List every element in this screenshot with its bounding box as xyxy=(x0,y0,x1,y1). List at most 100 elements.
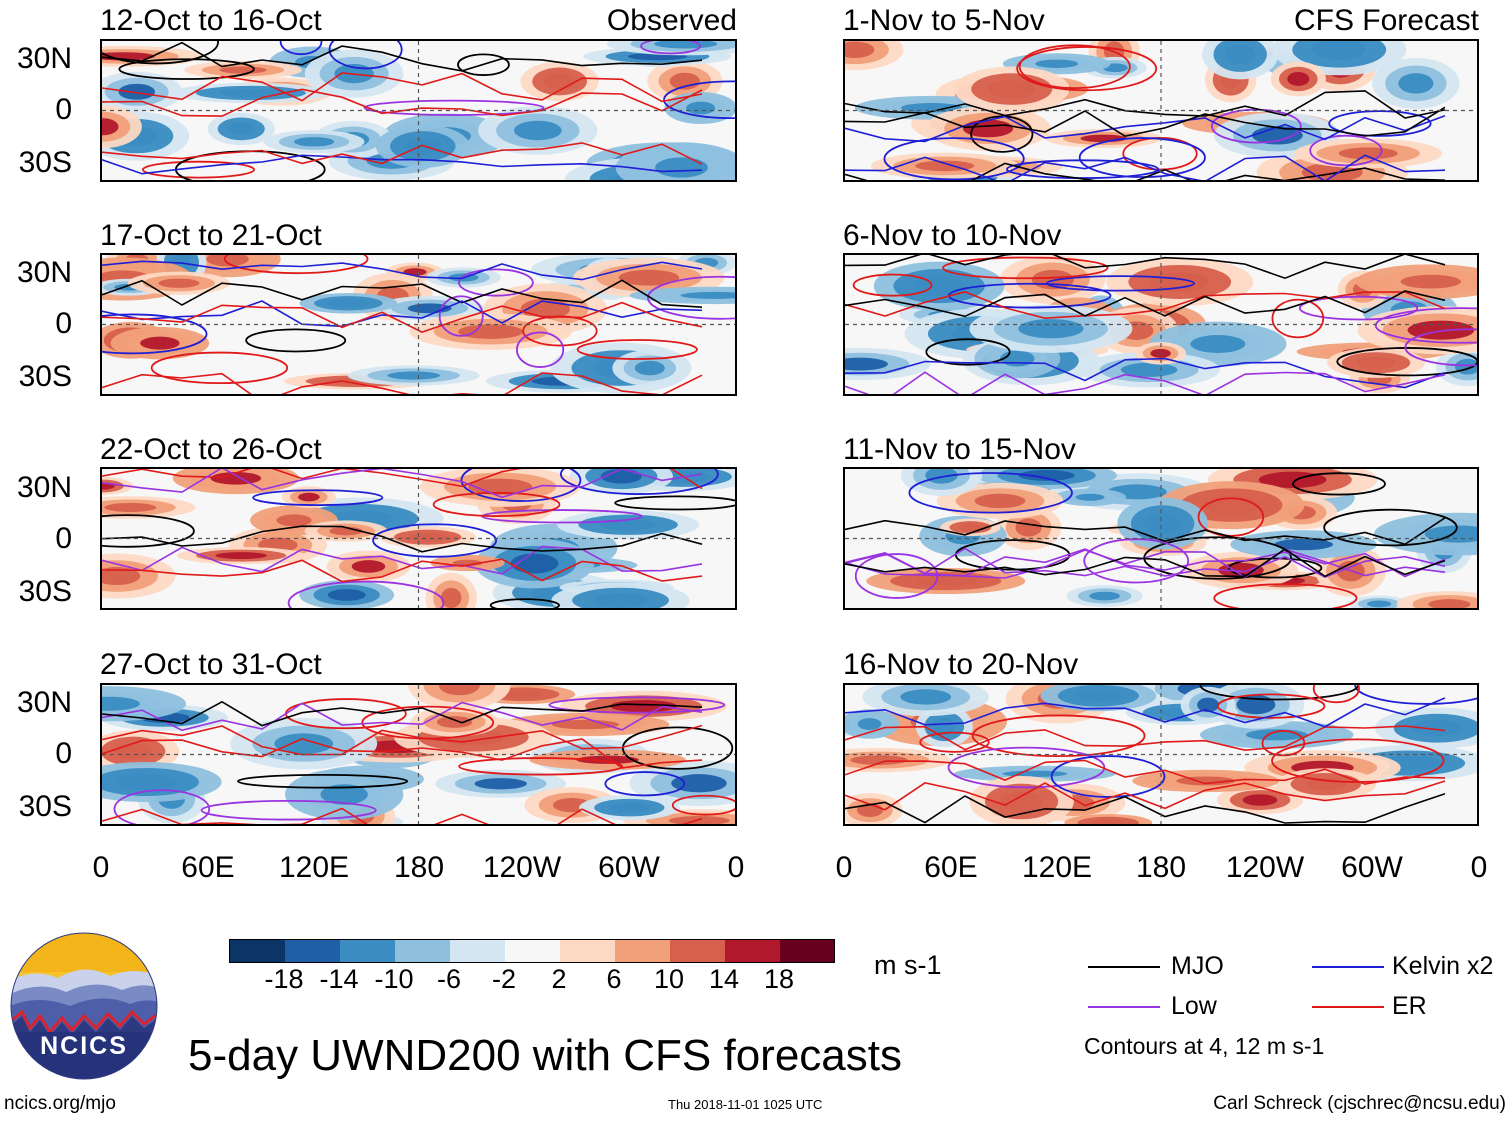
anomaly-field xyxy=(102,41,735,180)
panel-period-label: 17-Oct to 21-Oct xyxy=(100,219,322,252)
contour-line xyxy=(102,301,703,333)
contour-line xyxy=(1323,508,1458,547)
contour-line xyxy=(102,300,703,328)
anomaly-blob xyxy=(219,88,283,98)
contour-line xyxy=(102,469,703,499)
colorbar-tick: -18 xyxy=(264,964,304,994)
contour-line xyxy=(548,696,726,714)
contour-line xyxy=(102,724,703,756)
contour-line xyxy=(845,725,1446,752)
contour-line xyxy=(1016,46,1158,92)
anomaly-blob xyxy=(1398,73,1434,94)
contour-line xyxy=(1078,137,1206,178)
anomaly-blob xyxy=(913,575,978,587)
map-panel xyxy=(843,683,1479,826)
contour-line xyxy=(237,773,409,789)
panel-period-label: 1-Nov to 5-Nov xyxy=(843,4,1045,37)
anomaly-blob xyxy=(215,552,267,560)
colorbar-tick: 6 xyxy=(606,964,622,994)
lon-label: 0 xyxy=(1470,851,1488,884)
anomaly-blob xyxy=(1367,600,1392,608)
lon-label: 120W xyxy=(482,851,562,884)
anomaly-field xyxy=(102,469,735,608)
anomaly-blob xyxy=(298,492,320,502)
anomaly-blob xyxy=(276,514,312,527)
contour-line xyxy=(1404,328,1477,367)
contour-note: Contours at 4, 12 m s-1 xyxy=(1084,1033,1325,1059)
colorbar-tick: -10 xyxy=(374,964,414,994)
anomaly-blob xyxy=(618,269,680,286)
map-panel xyxy=(100,467,737,610)
anomaly-blob xyxy=(671,774,727,793)
contour-line xyxy=(947,746,1106,789)
lon-label: 0 xyxy=(727,851,745,884)
contour-line xyxy=(245,328,347,353)
anomaly-field xyxy=(102,255,735,394)
contour-line xyxy=(852,273,933,297)
forecast-header: CFS Forecast xyxy=(1293,4,1479,37)
contour-line xyxy=(925,338,1011,366)
lat-label: 0 xyxy=(55,522,72,555)
contour-line xyxy=(458,268,534,297)
panel-period-label: 22-Oct to 26-Oct xyxy=(100,433,322,466)
anomaly-blob xyxy=(501,690,544,699)
colorbar-swatch xyxy=(670,940,725,962)
footer-author: Carl Schreck (cjschrec@ncsu.edu) xyxy=(1213,1093,1506,1114)
anomaly-blob xyxy=(600,469,642,484)
anomaly-blob xyxy=(351,560,386,573)
lon-label: 180 xyxy=(393,851,445,884)
contour-line xyxy=(458,757,624,776)
contour-line xyxy=(919,731,990,753)
lat-label: 30S xyxy=(18,146,72,179)
anomaly-blob xyxy=(1035,59,1079,68)
observed-header: Observed xyxy=(606,4,737,37)
colorbar-units: m s-1 xyxy=(874,950,942,980)
colorbar-swatch xyxy=(505,940,560,962)
contour-line xyxy=(1083,538,1190,584)
colorbar xyxy=(229,939,835,963)
lon-label: 60W xyxy=(598,851,660,884)
contour-line xyxy=(845,154,1446,180)
contour-line xyxy=(845,548,1446,578)
colorbar-tick: -14 xyxy=(319,964,359,994)
contour-line xyxy=(1197,497,1265,537)
map-panel xyxy=(843,467,1479,610)
anomaly-blob xyxy=(900,689,952,705)
anomaly-blob xyxy=(1224,44,1256,65)
anomaly-blob xyxy=(1018,470,1075,481)
contour-line xyxy=(1312,685,1360,704)
contour-line xyxy=(372,523,498,558)
anomaly-blob xyxy=(1089,591,1120,601)
anomaly-blob xyxy=(1075,689,1122,702)
lat-label: 30S xyxy=(18,790,72,823)
contour-line xyxy=(845,115,1446,143)
anomaly-blob xyxy=(320,784,368,805)
footer-timestamp: Thu 2018-11-01 1025 UTC xyxy=(668,1097,823,1112)
anomaly-blob xyxy=(974,493,1026,509)
contour-line xyxy=(1336,347,1477,377)
anomaly-blob xyxy=(102,696,140,711)
anomaly-blob xyxy=(219,66,267,74)
anomaly-blob xyxy=(845,357,888,371)
contour-line xyxy=(908,472,1073,514)
anomaly-blob xyxy=(988,80,1035,99)
contour-line xyxy=(102,41,703,72)
lat-label: 30N xyxy=(16,471,72,504)
map-panel xyxy=(843,253,1479,396)
colorbar-tick: 10 xyxy=(653,964,685,994)
anomaly-blob xyxy=(436,716,473,728)
contour-line xyxy=(150,351,289,385)
panel-period-label: 16-Nov to 20-Nov xyxy=(843,648,1079,681)
contour-line xyxy=(102,313,208,355)
anomaly-blob xyxy=(1400,274,1461,289)
panel-period-label: 12-Oct to 16-Oct xyxy=(100,4,322,37)
colorbar-tick: 14 xyxy=(708,964,740,994)
contour-line xyxy=(1328,110,1432,137)
contour-line xyxy=(102,525,703,553)
contour-line xyxy=(102,738,703,769)
ncics-logo-text: NCICS xyxy=(40,1032,128,1060)
contour-line xyxy=(845,291,1446,320)
anomaly-blob xyxy=(1190,335,1246,353)
lat-label: 0 xyxy=(55,737,72,770)
anomaly-blob xyxy=(1428,599,1471,608)
